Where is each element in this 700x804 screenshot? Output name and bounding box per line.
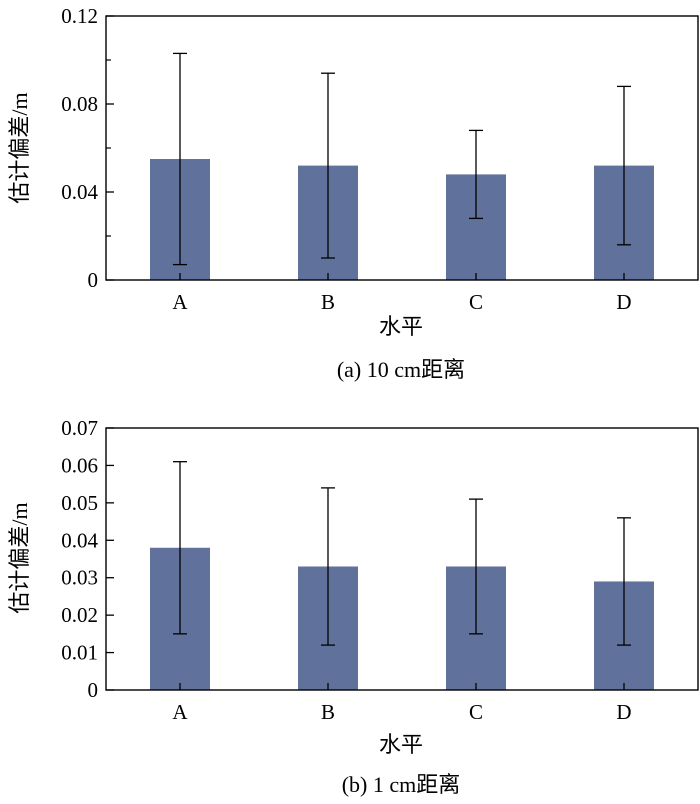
y-tick-label: 0.08 <box>61 92 98 116</box>
y-tick-label: 0.06 <box>61 453 98 477</box>
y-tick-label: 0.04 <box>61 528 98 552</box>
x-axis-title-b: 水平 <box>379 732 423 757</box>
chart-panel-a: 估计偏差/m 水平 (a) 10 cm距离 A B C D 0 0.04 0.08 0.12 <box>7 4 699 382</box>
plot-frame-b <box>105 427 699 691</box>
y-tick-label: 0.04 <box>61 180 98 204</box>
y-axis-title-a: 估计偏差/m <box>7 92 32 203</box>
y-tick-label: 0.03 <box>61 566 98 590</box>
x-tick-label-B: B <box>321 290 335 314</box>
x-tick-label-C: C <box>469 700 483 724</box>
y-tick-label: 0.05 <box>61 491 98 515</box>
plot-frame-a <box>105 15 699 281</box>
x-tick-label-B: B <box>321 700 335 724</box>
x-tick-label-C: C <box>469 290 483 314</box>
y-tick-label: 0.02 <box>61 603 98 627</box>
x-tick-label-A: A <box>172 700 188 724</box>
x-tick-label-A: A <box>172 290 188 314</box>
caption-a: (a) 10 cm距离 <box>337 357 465 382</box>
y-tick-label: 0.12 <box>61 4 98 28</box>
y-tick-label: 0.01 <box>61 641 98 665</box>
caption-b: (b) 1 cm距离 <box>342 772 461 797</box>
chart-panel-b: 估计偏差/m 水平 (b) 1 cm距离 A B C D 0 0.01 0.02 0.03 0.… <box>7 416 699 797</box>
x-tick-label-D: D <box>616 290 631 314</box>
x-tick-label-D: D <box>616 700 631 724</box>
y-tick-label: 0 <box>88 678 99 702</box>
x-axis-title-a: 水平 <box>379 314 423 339</box>
y-axis-title-b: 估计偏差/m <box>7 502 32 613</box>
y-tick-label: 0 <box>88 268 99 292</box>
y-tick-label: 0.07 <box>61 416 98 440</box>
